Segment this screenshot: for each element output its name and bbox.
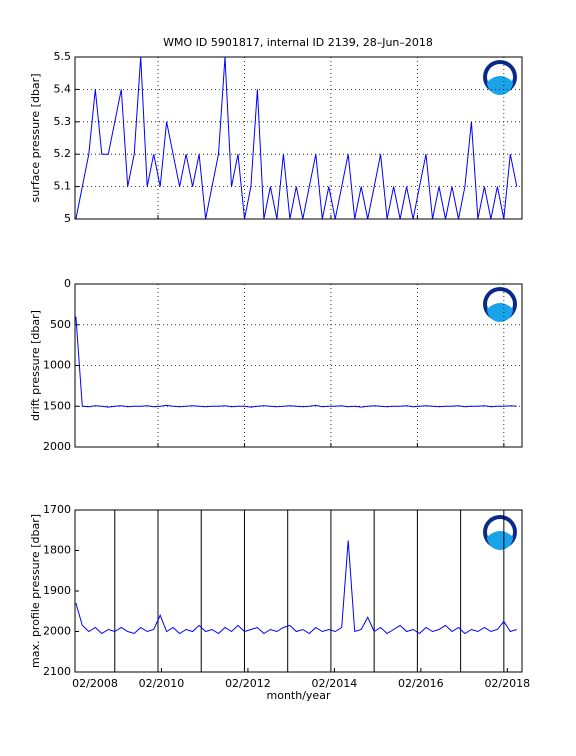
x-tick-label: 02/2008 [72, 677, 118, 690]
y-tick-label: 1500 [43, 399, 71, 412]
y-tick-label: 2000 [43, 440, 71, 453]
y-tick-label: 1700 [43, 503, 71, 516]
y-tick-label: 5.2 [54, 147, 72, 160]
data-line [75, 56, 518, 220]
x-tick-label: 02/2012 [225, 677, 271, 690]
y-tick-label: 1800 [43, 544, 71, 557]
x-tick-label: 02/2010 [139, 677, 185, 690]
data-line [75, 540, 517, 635]
plot-frame [74, 56, 523, 220]
y-axis-label: surface pressure [dbar] [29, 74, 42, 203]
y-tick-label: 500 [50, 318, 71, 331]
y-tick-label: 0 [64, 277, 71, 290]
chart-title: WMO ID 5901817, internal ID 2139, 28–Jun… [163, 36, 433, 49]
y-tick-label: 2000 [43, 625, 71, 638]
y-tick-label: 2100 [43, 665, 71, 678]
y-axis-label: drift pressure [dbar] [29, 310, 42, 421]
noaa-logo [483, 60, 517, 550]
y-tick-label: 1900 [43, 584, 71, 597]
y-tick-label: 5.5 [54, 50, 72, 63]
y-tick-label: 5.3 [54, 115, 72, 128]
x-tick-label: 02/2014 [312, 677, 358, 690]
y-tick-label: 5.4 [54, 82, 72, 95]
y-axis-label: max. profile pressure [dbar] [29, 514, 42, 668]
x-axis-label: month/year [267, 689, 331, 702]
plot-frame [74, 283, 523, 448]
y-tick-label: 5 [64, 212, 71, 225]
x-tick-label: 02/2018 [484, 677, 530, 690]
y-tick-label: 1000 [43, 359, 71, 372]
y-tick-label: 5.1 [54, 180, 72, 193]
data-line [75, 316, 517, 408]
plot-frame [74, 509, 523, 673]
x-tick-label: 02/2016 [398, 677, 444, 690]
